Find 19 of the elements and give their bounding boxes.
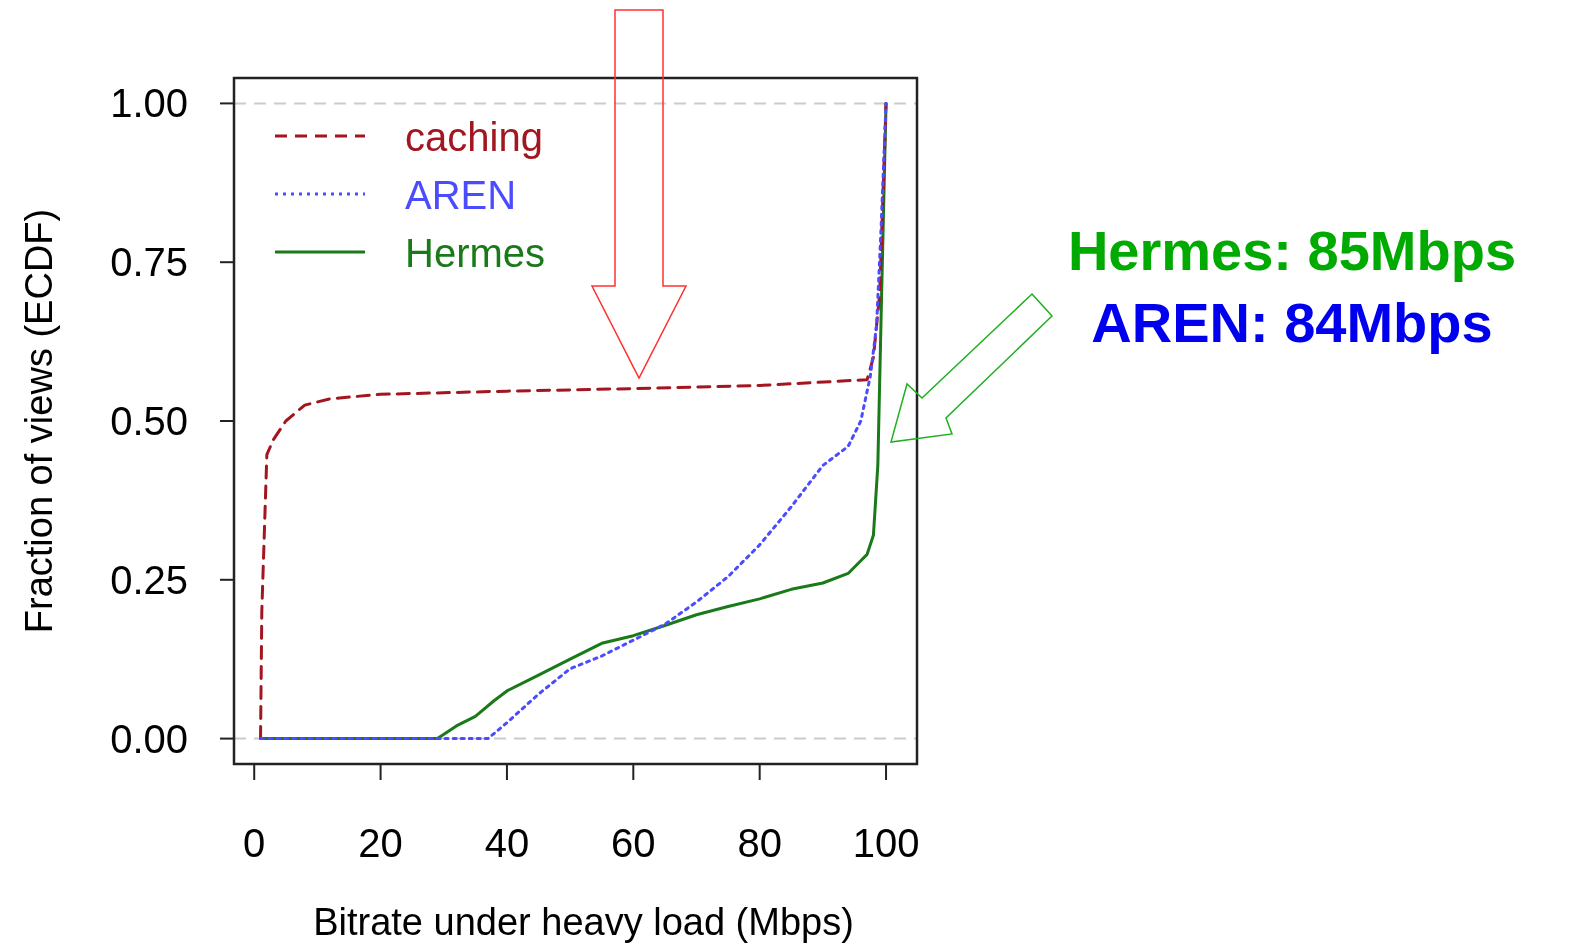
y-tick-label: 1.00 <box>110 81 188 126</box>
x-tick-label: 80 <box>737 821 782 865</box>
x-tick-label: 60 <box>611 821 656 865</box>
y-axis-title: Fraction of views (ECDF) <box>18 208 60 634</box>
y-tick-label: 0.50 <box>110 399 188 443</box>
legend-label: Hermes <box>405 231 546 275</box>
legend-label: AREN <box>405 173 517 217</box>
x-tick-label: 100 <box>852 821 920 865</box>
line-series <box>259 101 888 741</box>
x-tick-label: 0 <box>243 821 266 865</box>
x-tick-label: 40 <box>484 821 530 865</box>
x-tick-label: 20 <box>358 821 403 865</box>
legend-label: caching <box>405 115 543 159</box>
text: AREN: 84Mbps <box>1091 291 1493 354</box>
y-tick-label: 0.25 <box>110 557 188 602</box>
y-tick-label: 0.00 <box>110 716 188 761</box>
text: Hermes: 85Mbps <box>1067 219 1517 282</box>
y-tick-label: 0.75 <box>110 240 188 285</box>
x-axis-title: Bitrate under heavy load (Mbps) <box>313 901 854 943</box>
